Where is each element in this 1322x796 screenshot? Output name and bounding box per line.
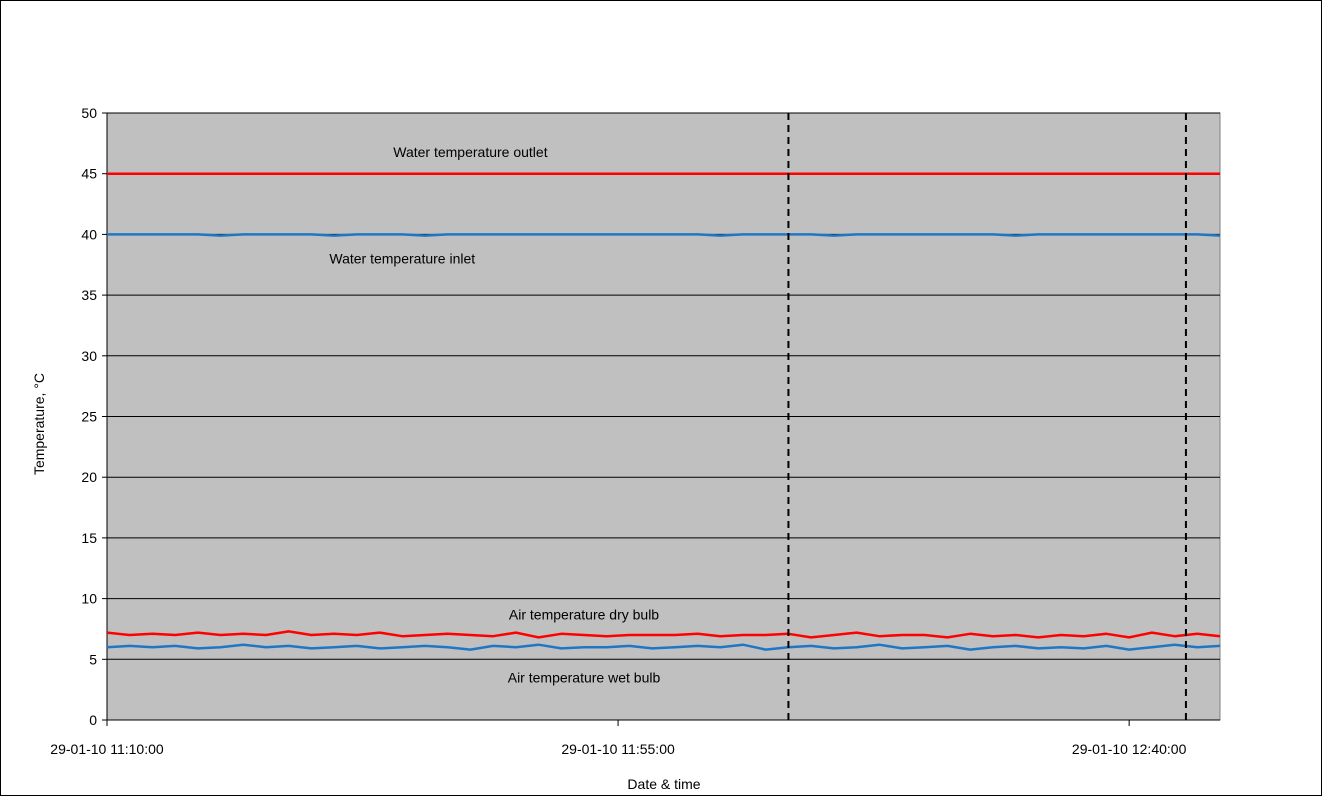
- series-line: [106, 630, 1221, 639]
- series-annotation: Air temperature wet bulb: [508, 670, 661, 686]
- y-tick-label: 50: [81, 105, 97, 121]
- y-tick-label: 30: [81, 348, 97, 364]
- y-tick-label: 10: [81, 591, 97, 607]
- y-tick-label: 25: [81, 409, 97, 425]
- x-axis-label: Date & time: [627, 776, 701, 792]
- y-tick-label: 45: [81, 166, 97, 182]
- x-tick-label: 29-01-10 12:40:00: [1072, 741, 1187, 757]
- series-annotation: Water temperature outlet: [393, 144, 547, 160]
- y-axis-label: Temperature, °C: [31, 372, 47, 476]
- y-tick-label: 15: [81, 530, 97, 546]
- series-line: [106, 643, 1221, 651]
- series-annotation: Air temperature dry bulb: [509, 606, 659, 622]
- y-tick-label: 40: [81, 226, 97, 242]
- x-tick-label: 29-01-10 11:10:00: [50, 741, 164, 757]
- series-line: [107, 233, 1221, 237]
- y-tick-label: 20: [81, 469, 97, 485]
- series-annotation: Water temperature inlet: [329, 251, 475, 267]
- y-tick-label: 0: [89, 712, 97, 728]
- x-tick-label: 29-01-10 11:55:00: [561, 741, 675, 757]
- y-tick-label: 35: [81, 287, 97, 303]
- y-tick-label: 5: [89, 651, 97, 667]
